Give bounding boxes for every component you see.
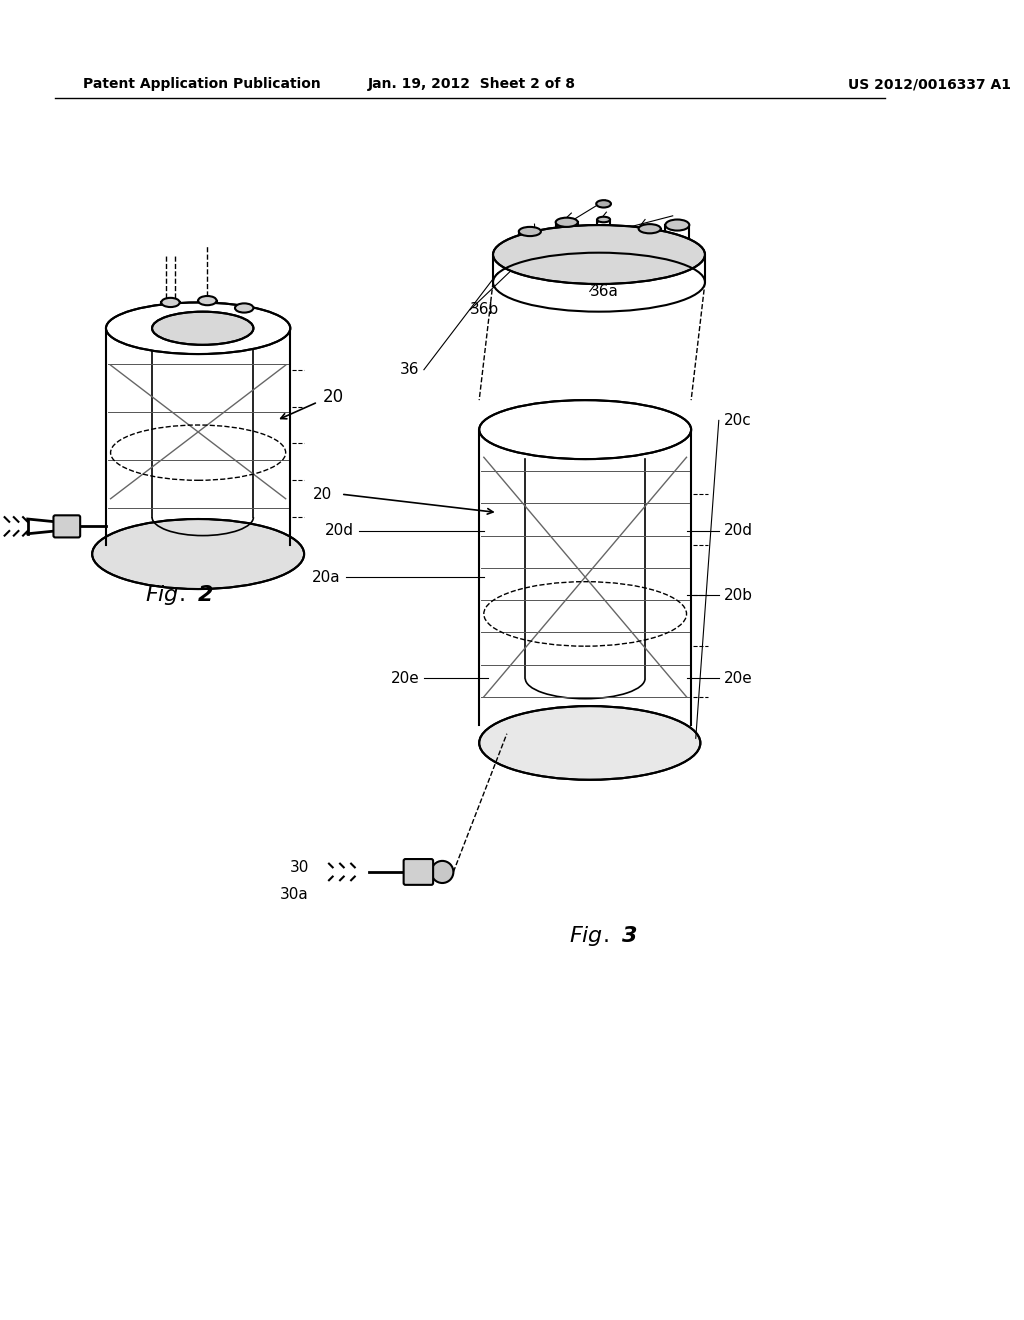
Text: 20: 20	[323, 388, 344, 407]
Text: 40a: 40a	[537, 234, 565, 248]
Text: 20d: 20d	[325, 524, 354, 539]
Ellipse shape	[105, 302, 290, 354]
Ellipse shape	[556, 218, 578, 227]
Ellipse shape	[639, 224, 660, 234]
FancyBboxPatch shape	[53, 515, 80, 537]
Text: $\mathit{Fig.}$ 3: $\mathit{Fig.}$ 3	[569, 924, 638, 949]
Text: 30: 30	[290, 859, 308, 875]
Ellipse shape	[152, 312, 253, 345]
Ellipse shape	[597, 216, 610, 222]
Text: 20c: 20c	[723, 413, 752, 428]
Text: 36a: 36a	[590, 284, 618, 298]
Text: 38: 38	[515, 247, 535, 263]
Ellipse shape	[493, 224, 705, 284]
Text: 40: 40	[553, 271, 572, 285]
Ellipse shape	[479, 706, 700, 780]
Ellipse shape	[198, 296, 216, 305]
Text: Patent Application Publication: Patent Application Publication	[83, 77, 321, 91]
Ellipse shape	[596, 201, 611, 207]
FancyBboxPatch shape	[403, 859, 433, 884]
Text: 20b: 20b	[723, 587, 753, 603]
Ellipse shape	[92, 519, 304, 589]
Text: 20e: 20e	[723, 671, 753, 686]
Text: Jan. 19, 2012  Sheet 2 of 8: Jan. 19, 2012 Sheet 2 of 8	[368, 77, 575, 91]
Ellipse shape	[519, 227, 541, 236]
Text: $\mathit{Fig.}$ 2: $\mathit{Fig.}$ 2	[145, 583, 214, 607]
Text: 20e: 20e	[390, 671, 419, 686]
Text: 20a: 20a	[312, 569, 341, 585]
Text: 20: 20	[313, 487, 333, 502]
Text: 36b: 36b	[470, 302, 500, 317]
Ellipse shape	[234, 304, 253, 313]
Ellipse shape	[431, 861, 454, 883]
Ellipse shape	[161, 298, 179, 308]
Text: 42: 42	[594, 228, 613, 244]
Text: 30a: 30a	[280, 887, 308, 903]
Text: 36: 36	[399, 362, 419, 378]
Ellipse shape	[666, 219, 689, 231]
Text: US 2012/0016337 A1: US 2012/0016337 A1	[848, 77, 1011, 91]
Text: 20d: 20d	[723, 524, 753, 539]
